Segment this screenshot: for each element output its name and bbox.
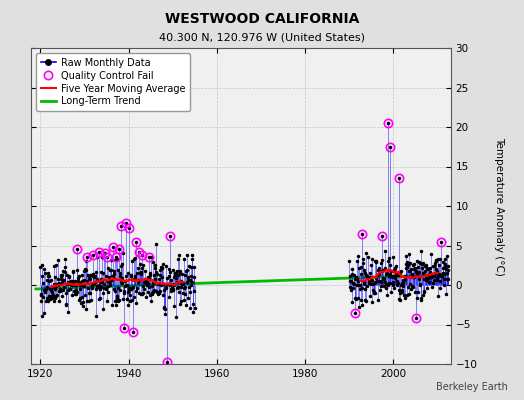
Text: WESTWOOD CALIFORNIA: WESTWOOD CALIFORNIA <box>165 12 359 26</box>
Y-axis label: Temperature Anomaly (°C): Temperature Anomaly (°C) <box>494 136 504 276</box>
Legend: Raw Monthly Data, Quality Control Fail, Five Year Moving Average, Long-Term Tren: Raw Monthly Data, Quality Control Fail, … <box>36 53 190 111</box>
Text: 40.300 N, 120.976 W (United States): 40.300 N, 120.976 W (United States) <box>159 32 365 42</box>
Text: Berkeley Earth: Berkeley Earth <box>436 382 508 392</box>
